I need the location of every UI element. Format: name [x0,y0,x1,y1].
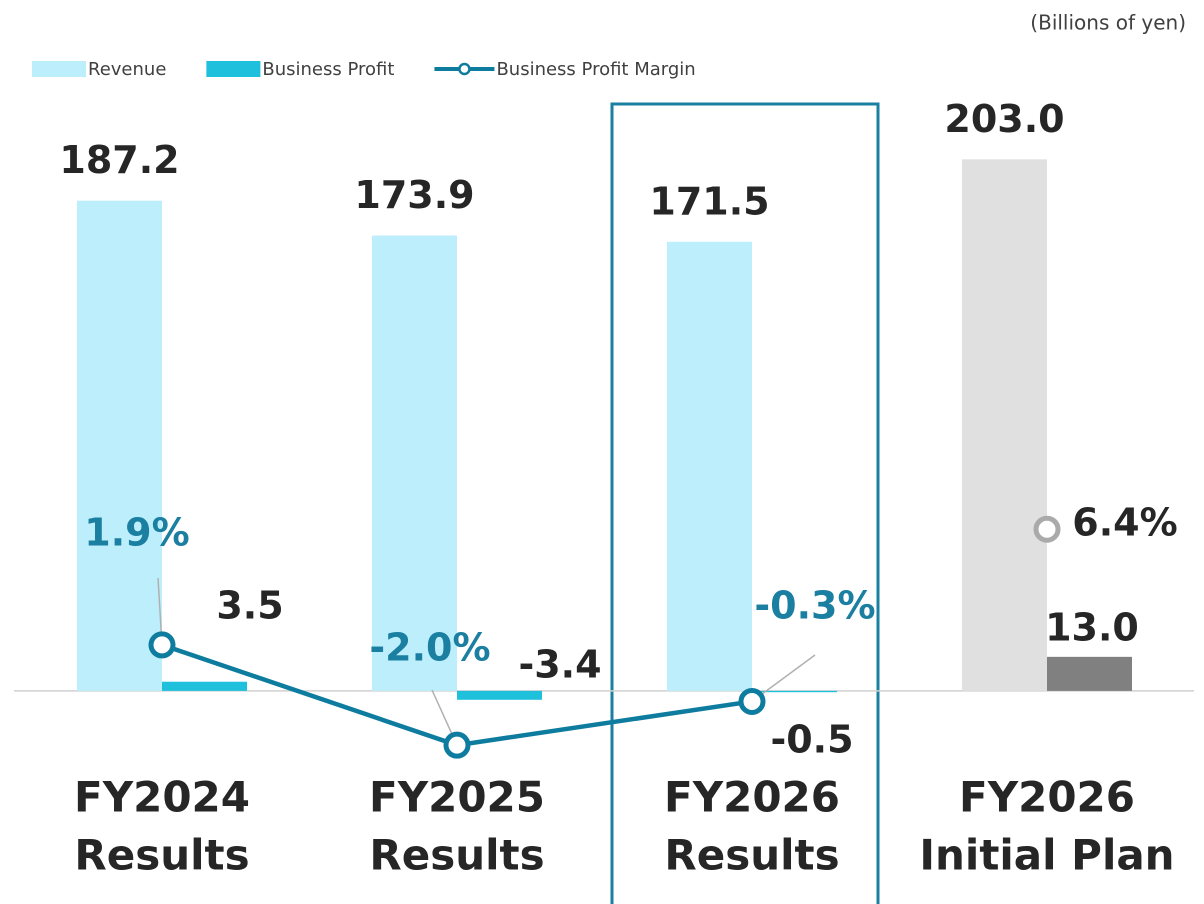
bar [667,241,752,691]
bar [962,159,1047,691]
unit-label: (Billions of yen) [1030,11,1186,35]
value-label: 173.9 [354,173,474,217]
bar [77,200,162,691]
bar [752,690,837,693]
x-tick-label: FY2026 [959,773,1135,822]
x-tick-label: Initial Plan [919,831,1174,880]
x-tick-label: Results [74,831,249,880]
margin-marker [148,631,176,659]
value-label: -2.0% [369,626,490,670]
value-label: 171.5 [649,179,769,223]
x-tick-label: FY2024 [74,773,250,822]
value-label: 13.0 [1045,606,1139,650]
value-label: 6.4% [1072,501,1177,545]
margin-marker [1033,515,1061,543]
margin-marker [738,687,766,715]
value-label: 1.9% [84,511,189,555]
value-label: 187.2 [59,138,179,182]
legend-label: Revenue [88,59,166,80]
value-label: -0.5 [770,718,853,762]
bar [457,690,542,700]
x-tick-label: Results [369,831,544,880]
x-tick-label: Results [664,831,839,880]
x-tick-label: FY2026 [664,773,840,822]
legend-marker [458,62,471,76]
legend-swatch [206,61,261,77]
x-tick-label: FY2025 [369,773,545,822]
legend-swatch [32,61,86,77]
value-label: -0.3% [754,584,875,628]
highlight-box [610,102,880,904]
value-label: 203.0 [944,97,1064,141]
value-label: -3.4 [518,643,601,687]
bar [372,235,457,691]
legend-label: Business Profit Margin [496,59,695,80]
bar [162,681,247,691]
bar [1047,656,1132,691]
legend-label: Business Profit [262,59,394,80]
margin-marker [443,731,471,759]
value-label: 3.5 [216,584,283,628]
